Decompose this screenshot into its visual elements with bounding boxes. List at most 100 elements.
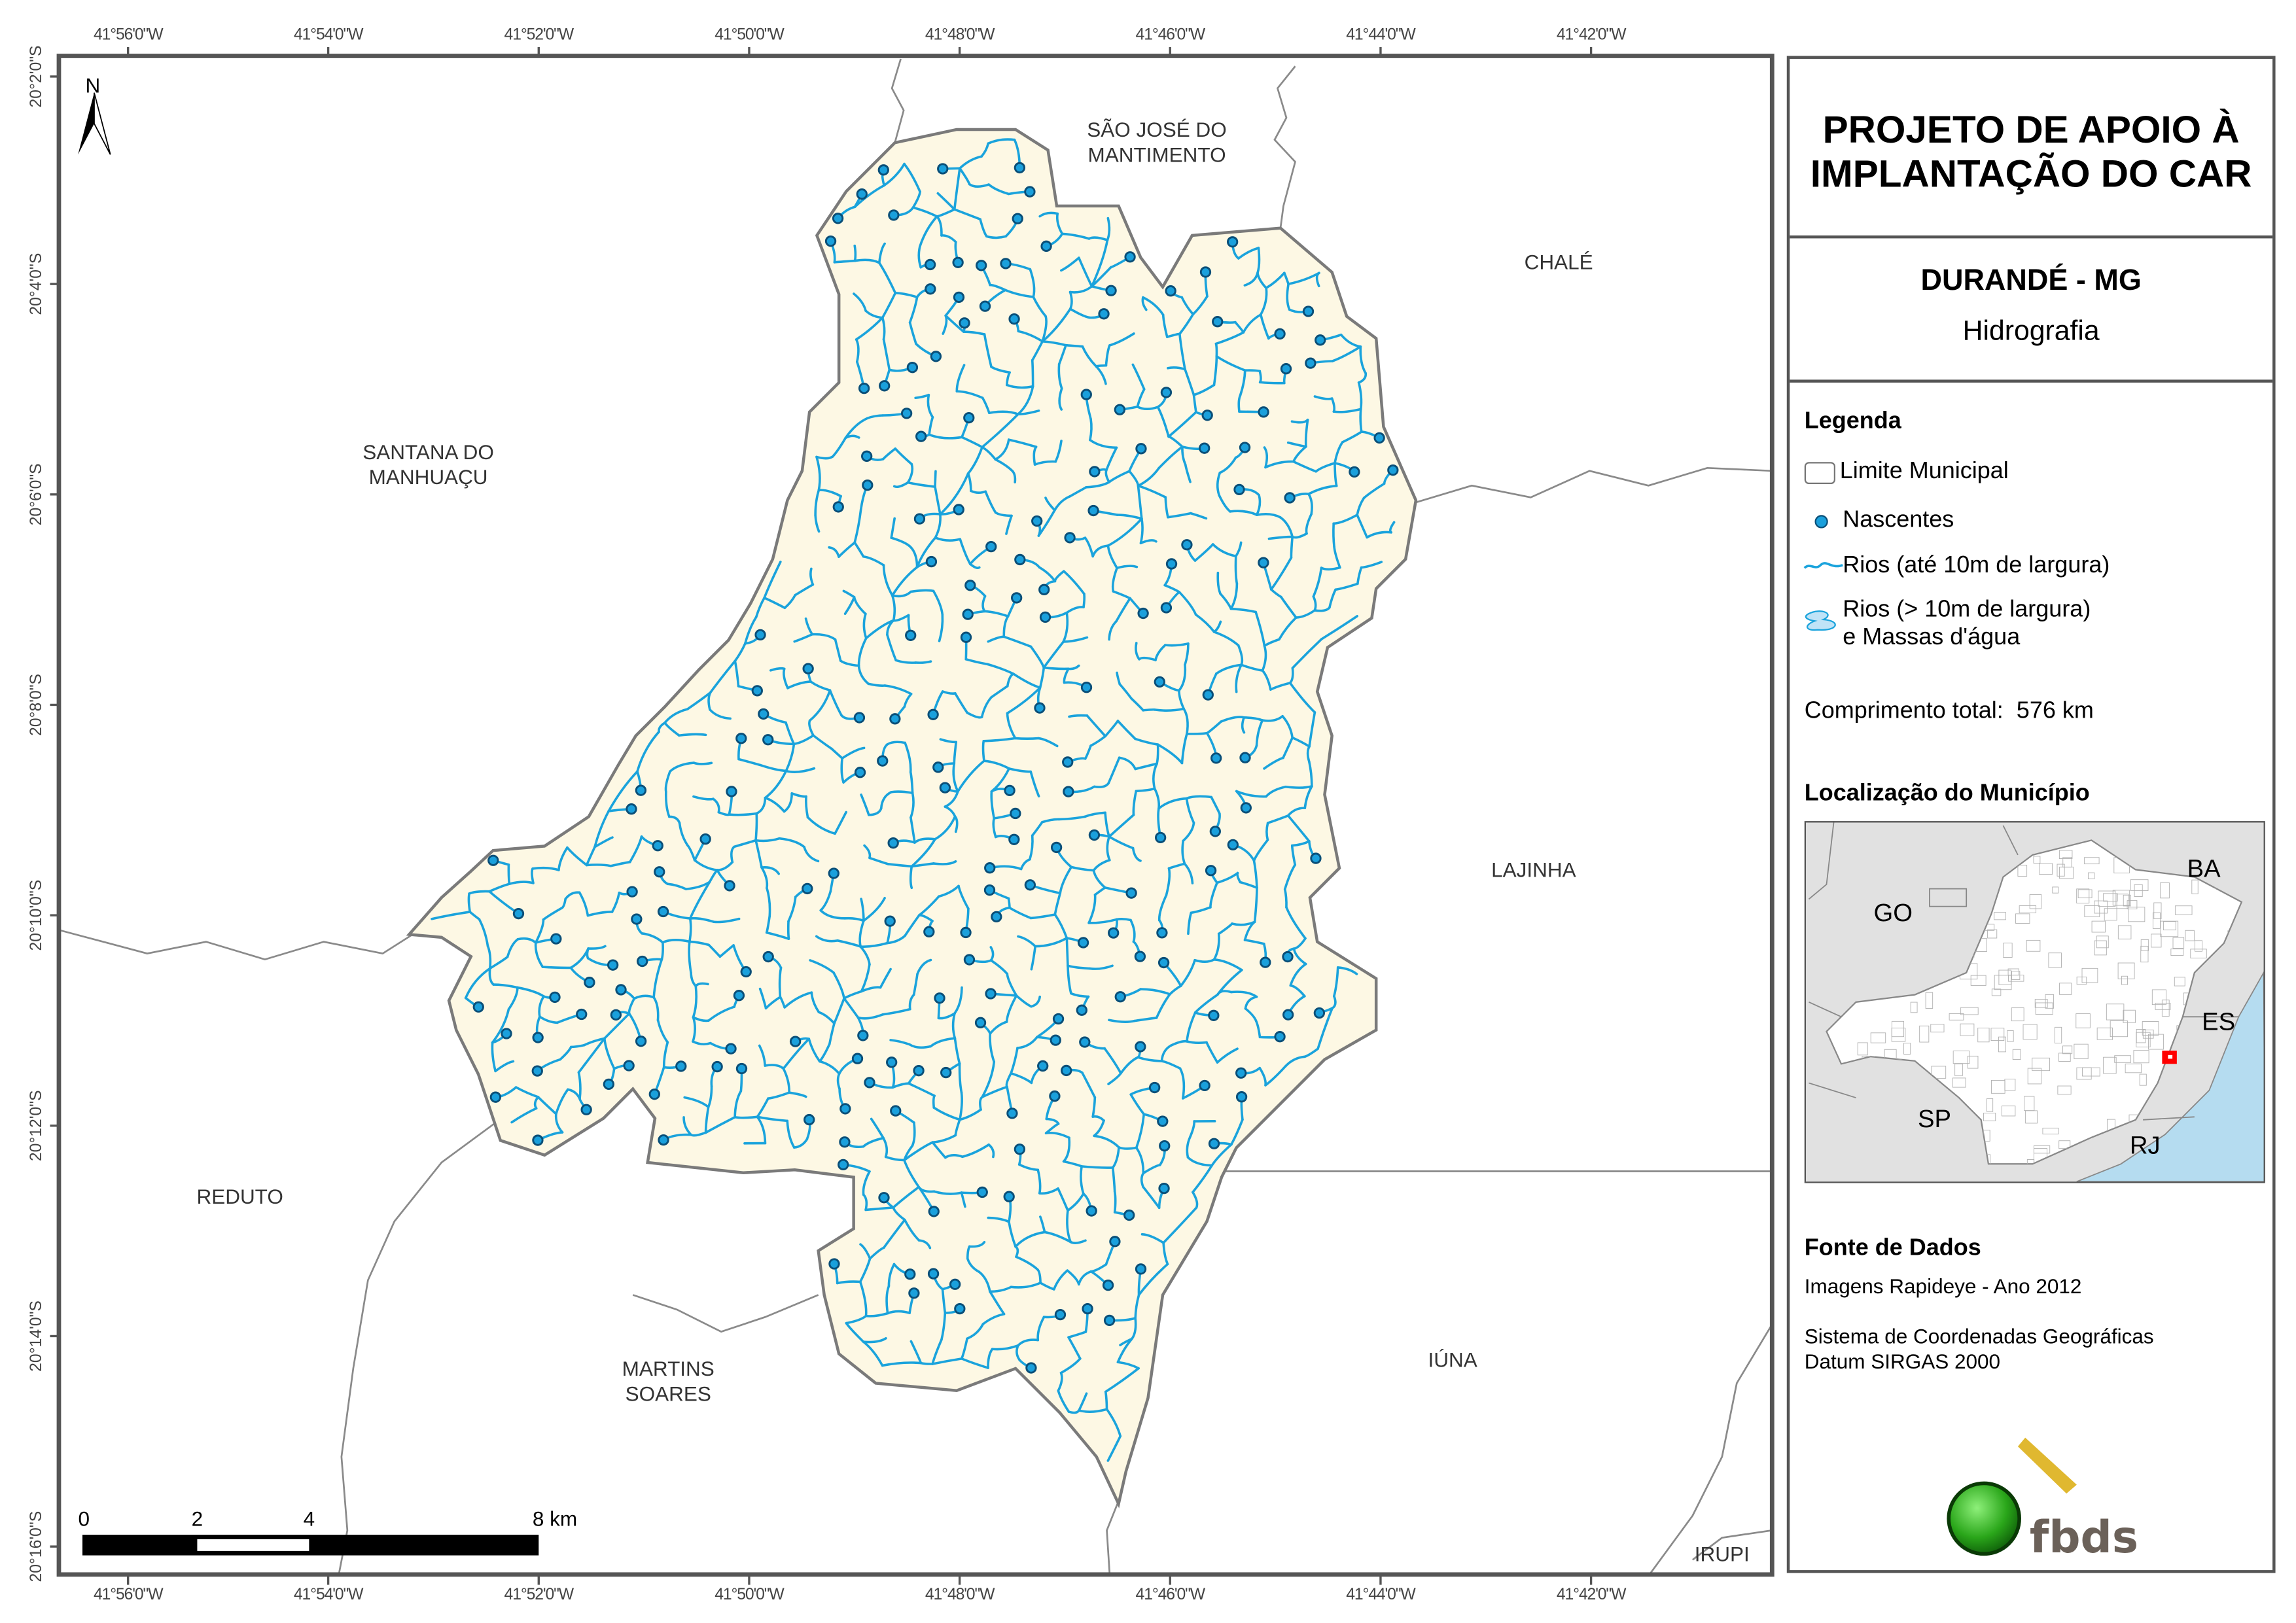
river-segment: [516, 986, 545, 998]
river-segment: [586, 947, 590, 960]
river-segment: [1057, 362, 1063, 390]
river-segment: [1263, 638, 1280, 648]
inset-municipality: [2136, 1029, 2146, 1043]
river-segment: [1091, 544, 1110, 558]
river-segment: [1291, 532, 1308, 539]
river-segment: [1007, 438, 1038, 448]
river-segment: [1157, 445, 1184, 470]
river-segment: [1116, 1361, 1140, 1370]
spring-point: [740, 966, 752, 978]
inset-municipality: [2130, 879, 2149, 892]
river-segment: [911, 206, 938, 218]
river-segment: [883, 162, 906, 187]
river-segment: [987, 183, 1010, 196]
spring-point: [1315, 334, 1326, 346]
river-segment: [1181, 445, 1187, 466]
river-segment: [864, 1312, 889, 1318]
river-segment: [862, 897, 886, 922]
river-segment: [845, 1314, 868, 1325]
river-segment: [929, 1037, 957, 1048]
spring-point: [1157, 1115, 1169, 1127]
inset-municipality: [2032, 1057, 2050, 1072]
river-segment: [1067, 964, 1072, 995]
inset-municipality: [2151, 934, 2162, 948]
inset-municipality: [2024, 1096, 2035, 1111]
river-segment: [1087, 918, 1118, 924]
river-segment: [508, 881, 535, 886]
river-segment: [994, 458, 1014, 472]
river-segment: [1193, 958, 1216, 964]
spring-point: [1210, 752, 1222, 764]
river-segment: [853, 292, 867, 312]
river-segment: [1116, 514, 1143, 520]
river-segment: [1182, 707, 1189, 735]
lon-tick-bottom: 41°48'0"W: [925, 1586, 995, 1604]
river-segment: [1332, 408, 1362, 413]
river-segment: [1057, 343, 1067, 366]
inset-municipality: [2052, 886, 2059, 894]
spring-point: [1240, 802, 1252, 814]
river-segment: [1089, 438, 1118, 449]
river-segment: [881, 447, 897, 461]
river-segment: [1014, 1230, 1046, 1248]
river-segment: [764, 1064, 785, 1070]
lon-tick-bottom: 41°44'0"W: [1346, 1586, 1416, 1604]
river-segment: [1312, 567, 1323, 598]
inset-municipality: [2057, 1085, 2072, 1095]
spring-point: [890, 1105, 902, 1117]
river-segment: [915, 536, 937, 568]
river-segment: [853, 258, 881, 264]
river-segment: [862, 555, 885, 567]
spring-point: [908, 1287, 920, 1299]
spring-point: [735, 1062, 748, 1075]
river-segment: [1081, 1072, 1097, 1099]
sources-crs: Sistema de Coordenadas Geográficas: [1804, 1324, 2154, 1348]
river-segment: [467, 892, 472, 913]
river-segment: [1184, 642, 1190, 667]
river-segment: [1089, 417, 1093, 442]
spring-point: [1125, 887, 1137, 899]
river-segment: [886, 934, 906, 945]
river-segment: [936, 192, 956, 211]
river-segment: [1017, 935, 1037, 948]
river-segment: [1008, 906, 1033, 920]
spring-point: [1031, 515, 1043, 527]
river-segment: [1090, 266, 1112, 288]
river-segment: [1010, 1047, 1019, 1075]
spring-point: [1062, 756, 1074, 768]
spring-point: [1157, 956, 1170, 969]
river-segment: [793, 633, 814, 643]
spring-point: [1199, 442, 1210, 454]
spring-point: [1088, 829, 1101, 841]
river-segment: [692, 1016, 696, 1043]
river-segment: [882, 338, 891, 372]
inset-municipality: [1903, 1043, 1911, 1055]
spring-point: [906, 362, 919, 374]
place-reduto: REDUTO: [196, 1184, 283, 1208]
river-segment: [886, 1310, 911, 1315]
river-segment: [783, 991, 813, 1009]
river-segment: [1192, 393, 1197, 413]
river-segment: [1243, 939, 1265, 945]
spring-point: [1024, 879, 1036, 891]
river-segment: [692, 985, 698, 1019]
river-segment: [857, 1013, 885, 1020]
river-segment: [881, 292, 897, 319]
river-segment: [1036, 1316, 1046, 1342]
river-segment: [1067, 1331, 1087, 1339]
spring-point: [1201, 410, 1213, 421]
river-segment: [778, 837, 805, 848]
river-segment: [577, 1037, 606, 1074]
spring-point: [1102, 1279, 1114, 1291]
river-segment: [1178, 313, 1195, 336]
river-segment: [877, 242, 886, 264]
river-segment: [953, 1037, 961, 1065]
river-segment: [1244, 995, 1258, 1010]
spring-point: [1313, 1007, 1326, 1019]
river-segment: [1334, 582, 1359, 591]
river-segment: [1067, 1336, 1082, 1360]
river-segment: [809, 680, 832, 691]
river-segment: [966, 1257, 981, 1273]
inset-municipality: [2103, 893, 2118, 902]
spring-point: [1154, 676, 1165, 688]
